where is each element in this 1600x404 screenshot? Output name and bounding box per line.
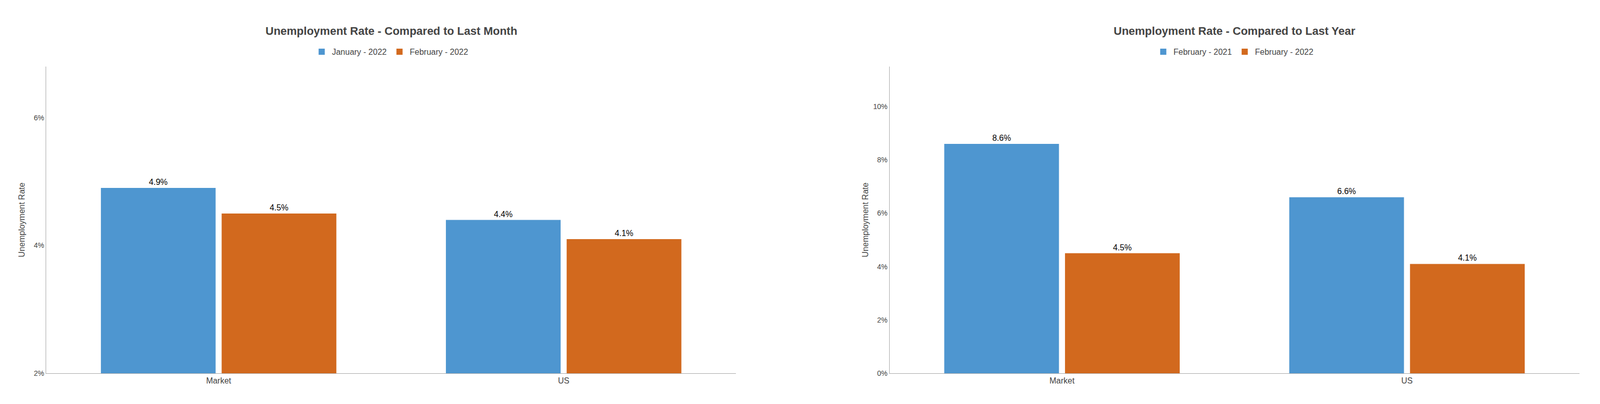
svg-text:Unemployment Rate - Compared t: Unemployment Rate - Compared to Last Yea… bbox=[1113, 24, 1356, 38]
svg-text:0%: 0% bbox=[877, 369, 888, 378]
svg-text:4.9%: 4.9% bbox=[149, 177, 168, 187]
svg-text:8%: 8% bbox=[877, 155, 888, 164]
svg-text:2%: 2% bbox=[33, 369, 45, 378]
svg-text:Unemployment Rate: Unemployment Rate bbox=[17, 182, 27, 258]
svg-text:January - 2022: January - 2022 bbox=[332, 47, 387, 57]
svg-text:2%: 2% bbox=[877, 316, 888, 325]
svg-text:US: US bbox=[1401, 376, 1413, 386]
svg-text:US: US bbox=[558, 376, 570, 386]
svg-text:6%: 6% bbox=[33, 113, 45, 122]
svg-text:4.5%: 4.5% bbox=[269, 203, 289, 213]
svg-text:4.5%: 4.5% bbox=[1113, 243, 1132, 253]
svg-text:6.6%: 6.6% bbox=[1337, 187, 1356, 196]
svg-text:Market: Market bbox=[206, 376, 232, 386]
svg-text:4%: 4% bbox=[877, 262, 888, 272]
svg-text:4%: 4% bbox=[33, 241, 45, 250]
svg-text:6%: 6% bbox=[877, 209, 888, 218]
svg-text:4.4%: 4.4% bbox=[494, 210, 513, 219]
svg-text:Unemployment Rate - Compared t: Unemployment Rate - Compared to Last Mon… bbox=[265, 24, 518, 38]
svg-text:10%: 10% bbox=[873, 102, 888, 111]
svg-text:4.1%: 4.1% bbox=[1458, 253, 1477, 263]
svg-text:February - 2022: February - 2022 bbox=[409, 47, 469, 57]
svg-text:Unemployment Rate: Unemployment Rate bbox=[860, 182, 870, 258]
svg-text:4.1%: 4.1% bbox=[614, 229, 633, 238]
svg-text:Market: Market bbox=[1049, 376, 1075, 386]
svg-text:8.6%: 8.6% bbox=[992, 133, 1011, 143]
svg-text:February - 2021: February - 2021 bbox=[1173, 47, 1233, 57]
svg-text:February - 2022: February - 2022 bbox=[1255, 47, 1314, 57]
